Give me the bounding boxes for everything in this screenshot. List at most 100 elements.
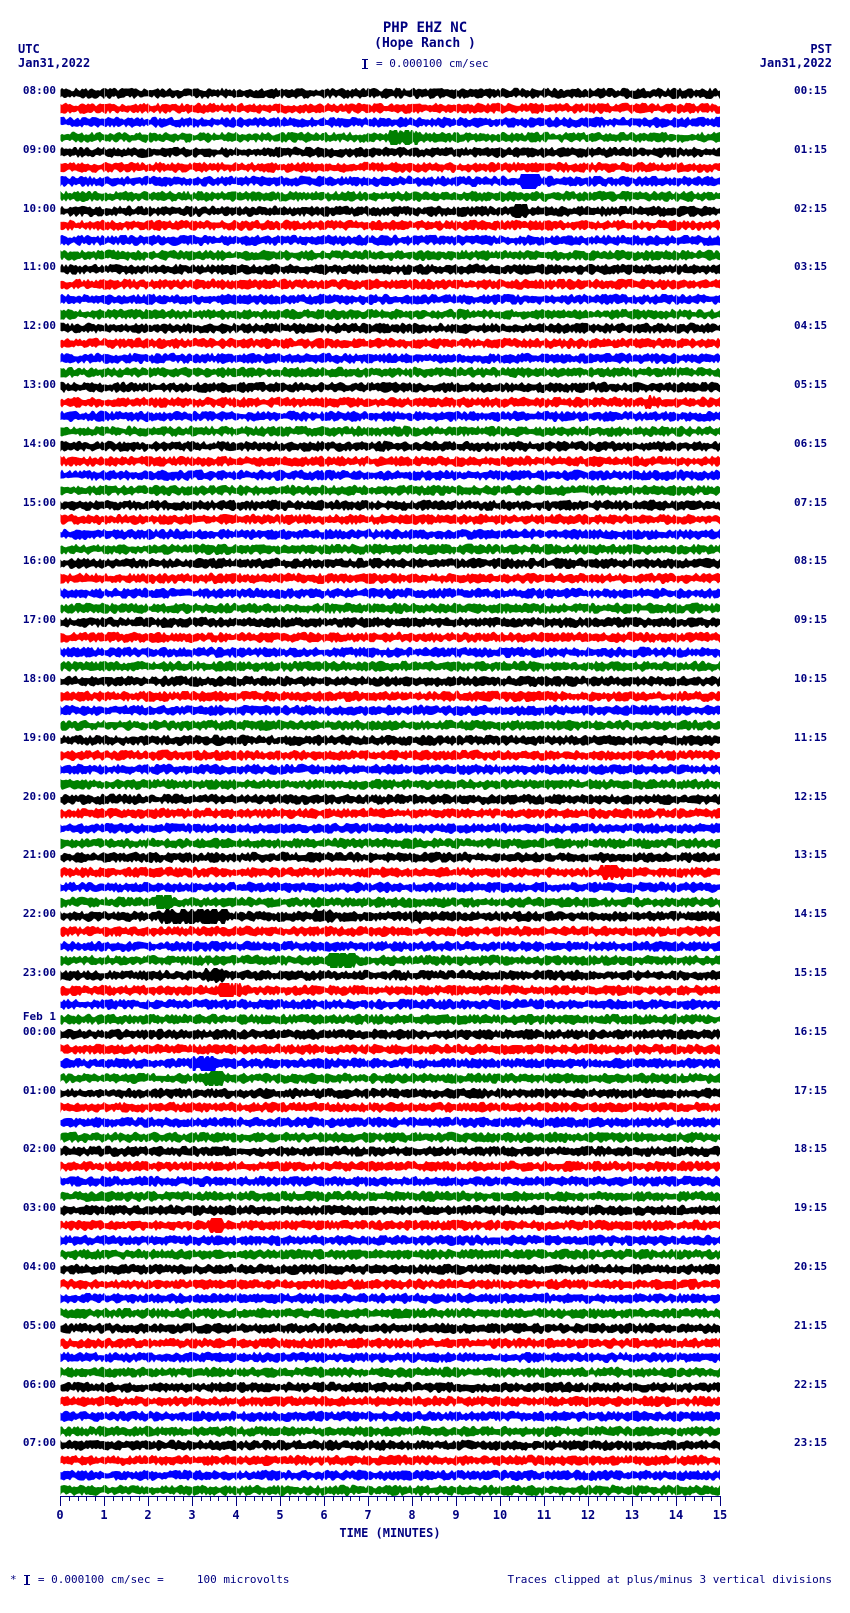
- right-time-label: 05:15: [794, 378, 827, 391]
- trace-row: [60, 1218, 720, 1233]
- x-tick-minor: [491, 1496, 492, 1501]
- right-time-label: 06:15: [794, 437, 827, 450]
- x-tick-minor: [130, 1496, 131, 1501]
- x-tick-major: [236, 1496, 237, 1506]
- x-tick-major: [720, 1496, 721, 1506]
- right-time-label: 21:15: [794, 1319, 827, 1332]
- left-time-label: 15:00: [23, 496, 56, 509]
- helicorder-container: PHP EHZ NC (Hope Ranch ) = 0.000100 cm/s…: [0, 0, 850, 1613]
- trace-row: [60, 968, 720, 983]
- trace-row: [60, 365, 720, 380]
- scale-note: = 0.000100 cm/sec: [0, 57, 850, 70]
- trace-row: [60, 983, 720, 998]
- x-tick-label: 14: [669, 1508, 683, 1522]
- timezone-right: PST: [810, 42, 832, 56]
- trace-row: [60, 424, 720, 439]
- x-tick-label: 8: [408, 1508, 415, 1522]
- grid-line: [588, 86, 589, 1496]
- right-time-label: 15:15: [794, 966, 827, 979]
- trace-row: [60, 262, 720, 277]
- x-tick-minor: [377, 1496, 378, 1501]
- trace-row: [60, 1086, 720, 1101]
- trace-row: [60, 1203, 720, 1218]
- x-tick-minor: [342, 1496, 343, 1501]
- x-axis: TIME (MINUTES) 0123456789101112131415: [60, 1496, 720, 1546]
- grid-line: [192, 86, 193, 1496]
- x-axis-line: [60, 1496, 720, 1497]
- x-tick-major: [544, 1496, 545, 1506]
- x-tick-major: [456, 1496, 457, 1506]
- trace-row: [60, 733, 720, 748]
- grid-line: [368, 86, 369, 1496]
- x-tick-minor: [289, 1496, 290, 1501]
- trace-row: [60, 1115, 720, 1130]
- trace-row: [60, 321, 720, 336]
- header: PHP EHZ NC (Hope Ranch ) = 0.000100 cm/s…: [0, 20, 850, 70]
- trace-row: [60, 865, 720, 880]
- x-tick-label: 4: [232, 1508, 239, 1522]
- footer-prefix: *: [10, 1573, 17, 1586]
- x-tick-minor: [474, 1496, 475, 1501]
- trace-row: [60, 806, 720, 821]
- trace-row: [60, 880, 720, 895]
- x-tick-minor: [606, 1496, 607, 1501]
- trace-row: [60, 703, 720, 718]
- x-tick-minor: [658, 1496, 659, 1501]
- grid-line: [324, 86, 325, 1496]
- left-time-label: 10:00: [23, 202, 56, 215]
- left-time-label: 23:00: [23, 966, 56, 979]
- right-time-label: 19:15: [794, 1201, 827, 1214]
- footer-right: Traces clipped at plus/minus 3 vertical …: [507, 1573, 832, 1586]
- x-tick-minor: [509, 1496, 510, 1501]
- trace-row: [60, 204, 720, 219]
- trace-row: [60, 1365, 720, 1380]
- trace-row: [60, 1350, 720, 1365]
- left-time-label: 06:00: [23, 1378, 56, 1391]
- x-tick-minor: [262, 1496, 263, 1501]
- grid-line: [456, 86, 457, 1496]
- date-left: Jan31,2022: [18, 56, 90, 70]
- x-tick-major: [280, 1496, 281, 1506]
- x-tick-minor: [650, 1496, 651, 1501]
- x-tick-minor: [298, 1496, 299, 1501]
- trace-row: [60, 527, 720, 542]
- trace-row: [60, 1100, 720, 1115]
- x-tick-major: [192, 1496, 193, 1506]
- footer-left: * = 0.000100 cm/sec = 100 microvolts: [10, 1573, 290, 1586]
- trace-row: [60, 924, 720, 939]
- grid-line: [60, 86, 61, 1496]
- trace-row: [60, 953, 720, 968]
- trace-row: [60, 1394, 720, 1409]
- x-tick-minor: [183, 1496, 184, 1501]
- trace-row: [60, 571, 720, 586]
- left-time-label: 13:00: [23, 378, 56, 391]
- x-tick-minor: [570, 1496, 571, 1501]
- x-tick-major: [632, 1496, 633, 1506]
- x-tick-minor: [78, 1496, 79, 1501]
- right-time-label: 18:15: [794, 1142, 827, 1155]
- trace-row: [60, 483, 720, 498]
- trace-row: [60, 1277, 720, 1292]
- trace-row: [60, 1409, 720, 1424]
- trace-row: [60, 1189, 720, 1204]
- x-tick-label: 10: [493, 1508, 507, 1522]
- left-time-label: 08:00: [23, 84, 56, 97]
- right-time-label: 10:15: [794, 672, 827, 685]
- x-tick-minor: [518, 1496, 519, 1501]
- left-time-label: 18:00: [23, 672, 56, 685]
- trace-row: [60, 1424, 720, 1439]
- trace-row: [60, 336, 720, 351]
- trace-row: [60, 674, 720, 689]
- trace-row: [60, 1306, 720, 1321]
- trace-row: [60, 630, 720, 645]
- trace-row: [60, 115, 720, 130]
- right-time-label: 13:15: [794, 848, 827, 861]
- x-tick-minor: [421, 1496, 422, 1501]
- left-time-label: 11:00: [23, 260, 56, 273]
- x-tick-minor: [95, 1496, 96, 1501]
- x-tick-minor: [113, 1496, 114, 1501]
- grid-line: [632, 86, 633, 1496]
- footer-scale-text: = 0.000100 cm/sec =: [38, 1573, 164, 1586]
- trace-row: [60, 1027, 720, 1042]
- trace-row: [60, 439, 720, 454]
